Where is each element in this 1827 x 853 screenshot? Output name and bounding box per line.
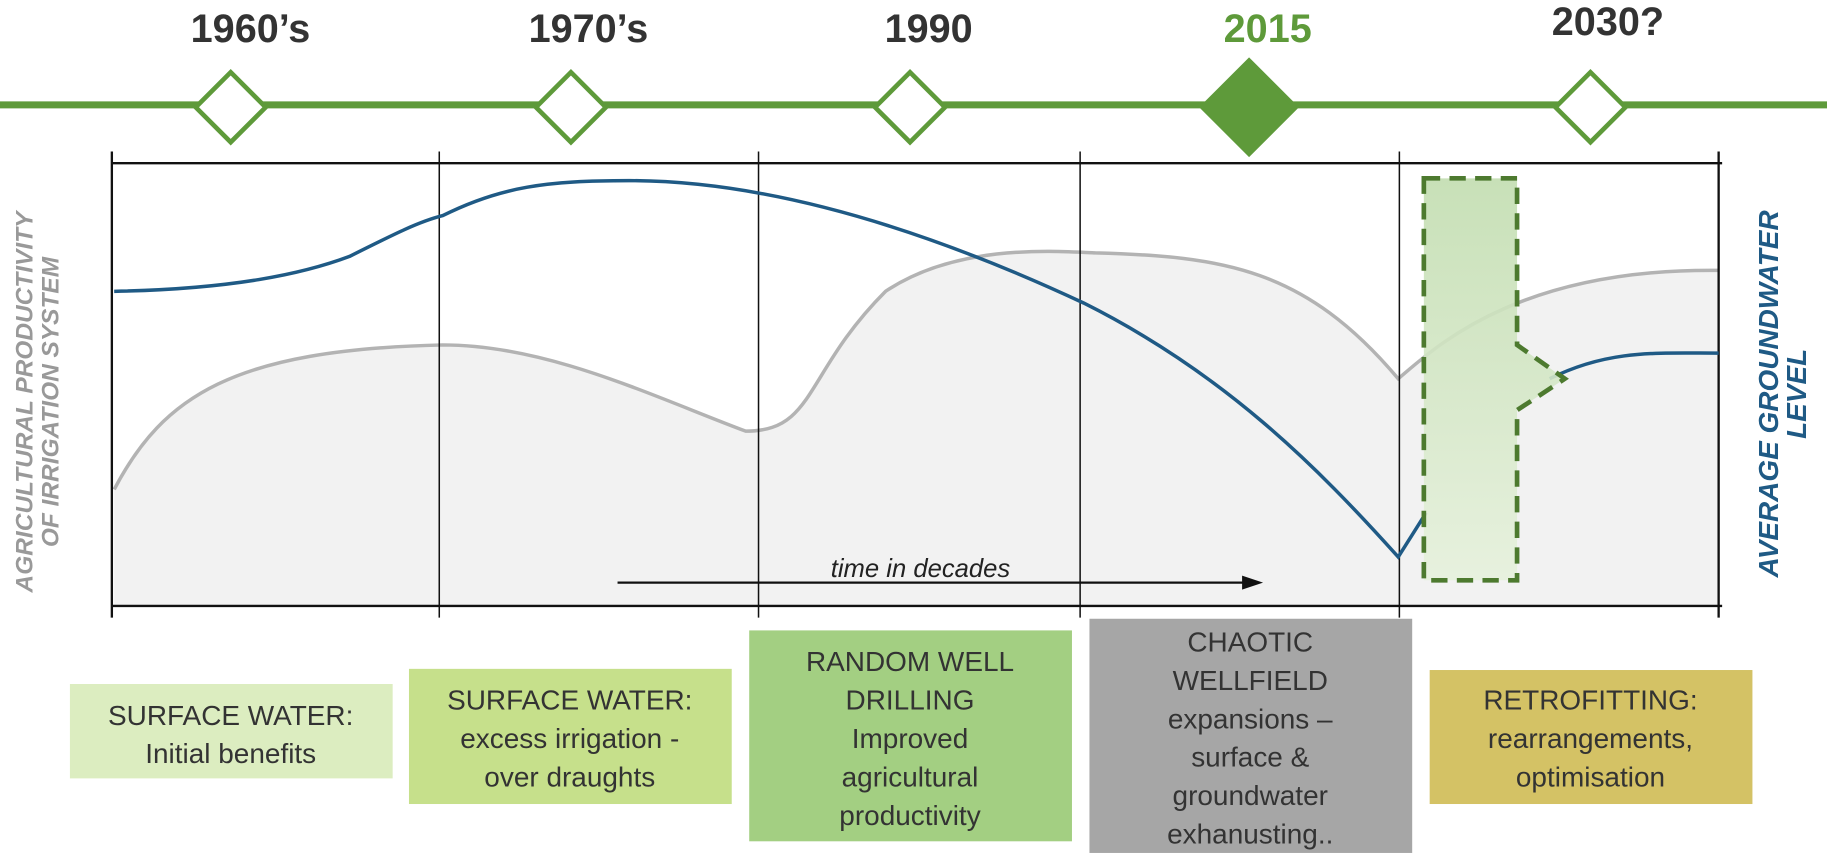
marker-current (1199, 57, 1299, 158)
phase-text: optimisation (1516, 762, 1665, 793)
phase-text: CHAOTIC (1187, 626, 1313, 657)
axis-label-line: AGRICULTURAL PRODUCTIVITY (12, 209, 39, 594)
groundwater-curve (114, 178, 1428, 560)
year-label: 2030? (1552, 0, 1664, 44)
phase-text: excess irrigation - (460, 723, 679, 754)
x-label: time in decades (831, 555, 1011, 583)
phase-text: Improved (852, 723, 969, 754)
marker (532, 68, 610, 146)
year-label: 1990 (885, 7, 973, 51)
phase-text: RETROFITTING: (1483, 685, 1697, 716)
productivity-curve (112, 249, 1719, 491)
time-arrow-head (1242, 575, 1264, 590)
right-axis-label: AVERAGE GROUNDWATER LEVEL (1753, 210, 1812, 578)
plot-frame (110, 151, 1723, 618)
phase-text: SURFACE WATER: (108, 700, 353, 731)
phase-text: groundwater (1173, 780, 1328, 811)
phase-text: expansions – (1168, 703, 1333, 734)
year-label: 1970’s (529, 7, 649, 51)
left-axis-label: AGRICULTURAL PRODUCTIVITY OF IRRIGATION … (12, 209, 65, 594)
phase-text: over draughts (484, 762, 655, 793)
phase-text: WELLFIELD (1173, 665, 1328, 696)
productivity-area (114, 251, 1719, 606)
phase-text: agricultural (842, 762, 979, 793)
year-label: 2015 (1224, 7, 1312, 51)
marker (871, 68, 949, 146)
phase-box (749, 630, 1072, 842)
phase-text: RANDOM WELL (806, 646, 1014, 677)
phase-text: SURFACE WATER: (447, 685, 692, 716)
marker (192, 68, 269, 146)
phase-text: rearrangements, (1488, 723, 1693, 754)
phase-text: productivity (839, 800, 980, 831)
marker (1552, 68, 1629, 146)
retrofit-arrow (1421, 175, 1569, 583)
phase-text: DRILLING (846, 685, 975, 716)
phase-texts: SURFACE WATER: Initial benefits SURFACE WA… (108, 626, 1698, 849)
axis-label-line: OF IRRIGATION SYSTEM (37, 256, 64, 547)
phase-box (408, 668, 732, 805)
axis-label-line: LEVEL (1781, 349, 1812, 439)
year-label: 1960’s (191, 7, 311, 51)
phase-text: Initial benefits (145, 738, 316, 769)
phase-text: surface & (1191, 742, 1309, 773)
phase-box (1429, 670, 1753, 805)
phase-box (1089, 618, 1413, 853)
axis-label-line: AVERAGE GROUNDWATER (1753, 210, 1784, 578)
phase-text: exhanusting.. (1167, 819, 1333, 850)
timeline-markers (192, 57, 1629, 158)
phase-box (69, 684, 393, 779)
groundwater-curve (1548, 351, 1719, 381)
